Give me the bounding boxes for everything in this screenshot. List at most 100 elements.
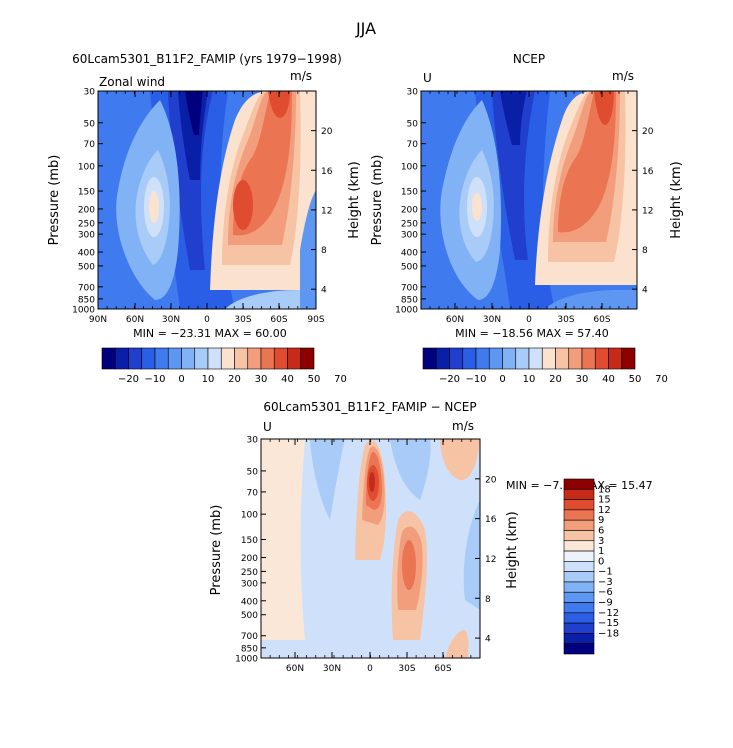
colorbar-label: 20 xyxy=(228,374,241,385)
colorbar-label: 12 xyxy=(598,505,611,516)
colorbar-swatch xyxy=(462,347,477,370)
contour-field xyxy=(98,91,316,309)
colorbar-swatch xyxy=(154,347,169,370)
y-tick-right-label: 8 xyxy=(642,246,648,256)
y-tick-label: 150 xyxy=(401,188,418,198)
y-tick-label: 250 xyxy=(78,219,95,229)
colorbar-swatch xyxy=(563,530,595,542)
colorbar-label: −9 xyxy=(598,598,613,609)
y-tick-right-label: 12 xyxy=(321,206,332,216)
colorbar-swatch xyxy=(128,347,143,370)
x-tick-label: 0 xyxy=(204,315,210,325)
colorbar-swatch xyxy=(563,561,595,572)
y-tick-label: 500 xyxy=(78,262,95,272)
x-tick-label: 60N xyxy=(126,315,144,325)
y-tick-right-label: 12 xyxy=(642,206,653,216)
contour-field xyxy=(421,91,637,309)
colorbar-swatch xyxy=(555,347,570,370)
x-tick-label: 30N xyxy=(483,315,501,325)
axis-ticks: 3050701001502002503004005007008501000201… xyxy=(72,88,333,326)
colorbar-swatch xyxy=(563,591,595,603)
y-tick-label: 150 xyxy=(78,188,95,198)
x-tick-label: 90S xyxy=(307,315,324,325)
contour-nh-jet-peak xyxy=(149,191,159,223)
x-tick-label: 30S xyxy=(234,315,251,325)
colorbar-label: −12 xyxy=(598,608,619,619)
contour-field xyxy=(261,439,480,658)
colorbar-label: 0 xyxy=(499,374,505,385)
panel-obs: NCEP 30507010015020025030040050070085010… xyxy=(370,52,684,385)
colorbar-label: 6 xyxy=(598,525,604,536)
colorbar-label: 40 xyxy=(602,374,615,385)
colorbar: −20 −10 0 10 20 30 40 50 70 xyxy=(101,347,347,385)
colorbar-label: −15 xyxy=(598,618,619,629)
colorbar-swatch xyxy=(194,347,209,370)
y-tick-label: 100 xyxy=(241,511,258,521)
y-tick-right-label: 4 xyxy=(642,286,648,296)
y-tick-label: 100 xyxy=(78,162,95,172)
y-tick-label: 850 xyxy=(241,644,258,654)
y-axis-label-right: Height (km) xyxy=(669,161,684,238)
colorbar-label: −1 xyxy=(598,567,613,578)
colorbar-label: 70 xyxy=(655,374,668,385)
inner-label: U xyxy=(423,71,432,85)
colorbar-swatch xyxy=(528,347,543,370)
y-tick-label: 50 xyxy=(407,119,419,129)
y-tick-right-label: 8 xyxy=(485,595,491,605)
colorbar-label: 70 xyxy=(334,374,347,385)
x-tick-label: 60N xyxy=(286,664,304,674)
contour-nh-positive xyxy=(261,439,305,640)
y-tick-label: 400 xyxy=(401,249,418,259)
colorbar-swatch xyxy=(563,550,595,562)
x-tick-label: 60S xyxy=(593,315,610,325)
colorbar-swatch xyxy=(563,519,595,531)
y-tick-label: 1000 xyxy=(235,655,258,665)
colorbar-swatch xyxy=(621,347,636,370)
colorbar-swatch xyxy=(563,509,595,521)
colorbar-label: 9 xyxy=(598,515,604,526)
contour-antarctic xyxy=(300,190,316,309)
colorbar-swatch xyxy=(502,347,517,370)
y-tick-label: 250 xyxy=(401,219,418,229)
colorbar-swatch xyxy=(563,581,595,593)
colorbar-label: 50 xyxy=(308,374,321,385)
y-tick-label: 300 xyxy=(241,579,258,589)
inner-label: U xyxy=(263,420,272,434)
colorbar-label: −6 xyxy=(598,587,613,598)
units-label: m/s xyxy=(290,69,312,83)
y-tick-label: 70 xyxy=(407,140,419,150)
colorbar-label: 15 xyxy=(598,495,611,506)
colorbar-swatch xyxy=(563,643,595,655)
colorbar-label: 10 xyxy=(523,374,536,385)
colorbar-swatch xyxy=(435,347,450,370)
y-tick-label: 200 xyxy=(78,205,95,215)
panel-diff: 60Lcam5301_B11F2_FAMIP − NCEP 3050701001… xyxy=(209,400,653,674)
colorbar-swatch xyxy=(563,540,595,552)
y-tick-right-label: 16 xyxy=(485,515,497,525)
y-tick-label: 70 xyxy=(84,140,96,150)
y-tick-label: 250 xyxy=(241,568,258,578)
y-tick-right-label: 12 xyxy=(485,555,496,565)
y-tick-label: 150 xyxy=(241,536,258,546)
colorbar-label: 0 xyxy=(598,556,604,567)
colorbar-swatch xyxy=(563,633,595,645)
y-tick-label: 100 xyxy=(401,162,418,172)
colorbar-label: 0 xyxy=(178,374,184,385)
y-tick-right-label: 20 xyxy=(642,127,654,137)
y-tick-label: 30 xyxy=(407,88,419,98)
colorbar-label: 10 xyxy=(202,374,215,385)
colorbar-label: −10 xyxy=(465,374,486,385)
inner-label: Zonal wind xyxy=(99,75,165,89)
colorbar-swatch xyxy=(114,347,129,370)
axis-ticks: 3050701001502002503004005007008501000201… xyxy=(235,436,497,675)
panel-title: 60Lcam5301_B11F2_FAMIP (yrs 1979−1998) xyxy=(72,52,342,66)
contour-easterly-max xyxy=(500,91,527,145)
y-tick-right-label: 16 xyxy=(642,167,654,177)
contour-sh-lower-positive xyxy=(445,630,469,658)
y-tick-right-label: 8 xyxy=(321,246,327,256)
colorbar-swatch xyxy=(207,347,222,370)
figure-title: JJA xyxy=(355,19,376,38)
colorbar-swatch xyxy=(563,478,595,490)
colorbar-swatch xyxy=(568,347,583,370)
